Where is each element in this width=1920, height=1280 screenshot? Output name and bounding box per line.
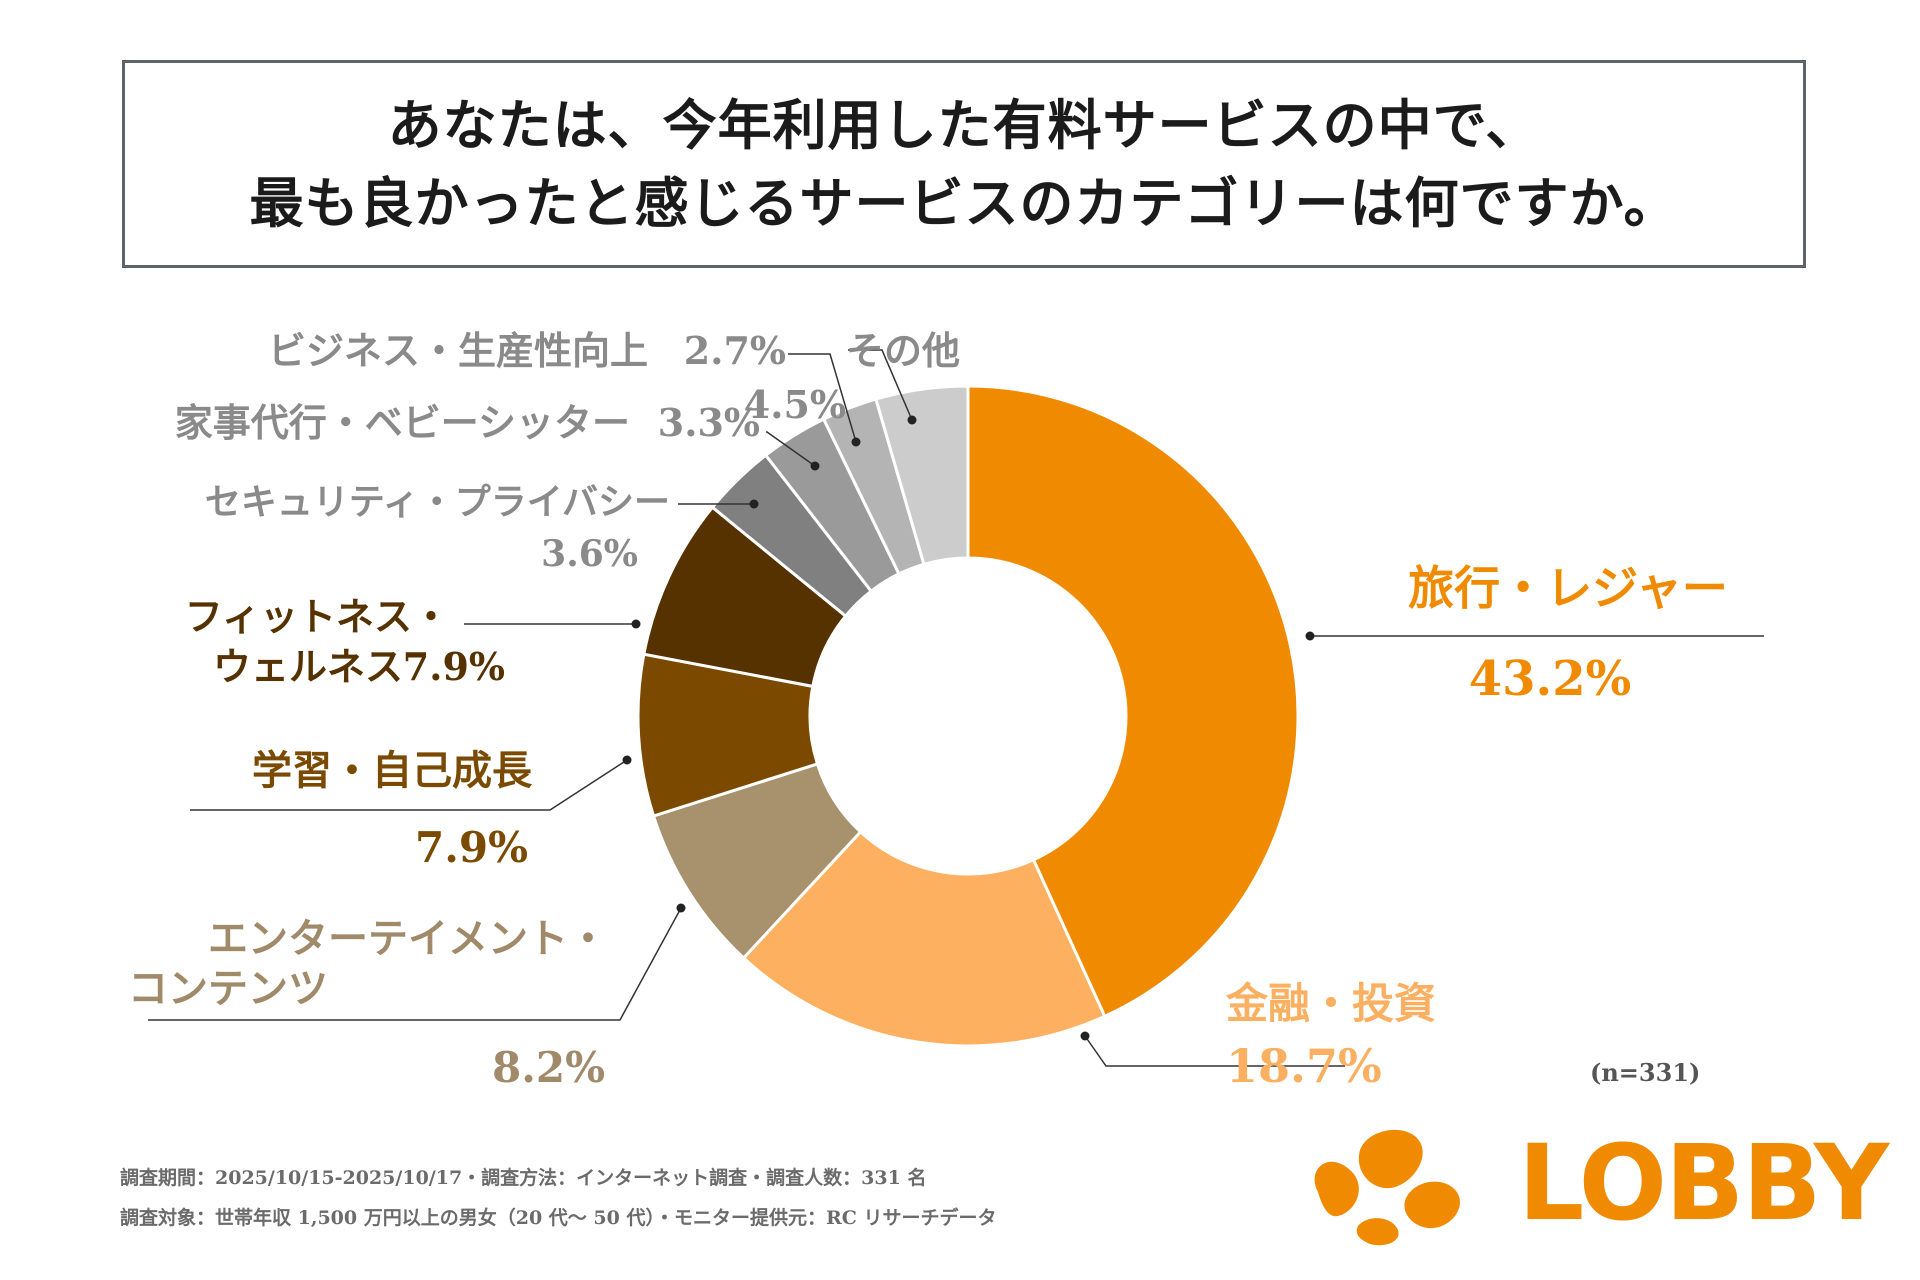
slice-8 (874, 384, 970, 567)
slice-value-7: 2.7% (684, 328, 786, 373)
slice-value-5: 3.6% (541, 533, 638, 575)
title-line-1: あなたは、今年利用した有料サービスの中で、 (387, 93, 1541, 157)
slice-value-2: 8.2% (492, 1043, 605, 1092)
leader-dot-3 (622, 755, 632, 765)
lobby-logo-mark-icon (1314, 1129, 1460, 1246)
footer-survey-target: 調査対象：世帯年収 1,500 万円以上の男女（20 代〜 50 代）・モニター… (120, 1207, 997, 1229)
slice-value-3: 7.9% (415, 823, 528, 872)
slice-label-0-line-0: 旅行・レジャー (1408, 561, 1728, 615)
slice-value-8: 4.5% (744, 382, 846, 427)
leader-dot-5 (749, 499, 759, 509)
leader-line-3 (190, 759, 628, 811)
slice-labels: 旅行・レジャー 43.2% 金融・投資 18.7% エンターテイメント・コンテンツ 8.2… (128, 328, 1764, 1093)
slice-0 (966, 384, 1300, 1019)
donut-slices (636, 384, 1300, 1048)
sample-size-note: (n=331) (1590, 1058, 1701, 1087)
slice-label-6-line-0: 家事代行・ベビーシッター (175, 400, 630, 445)
leader-dot-6 (810, 461, 820, 471)
title-line-2: 最も良かったと感じるサービスのカテゴリーは何ですか。 (249, 171, 1679, 235)
slice-value-0: 43.2% (1469, 651, 1632, 707)
leader-dot-0 (1305, 631, 1315, 641)
leader-line-8 (848, 349, 913, 421)
slice-label-4-line-1: ウェルネス (213, 644, 403, 689)
leader-dot-4 (631, 619, 641, 629)
slice-label-2-line-1: コンテンツ (128, 965, 328, 1012)
slice-label-1-line-0: 金融・投資 (1225, 979, 1436, 1028)
leader-line-2 (148, 907, 682, 1021)
slice-label-4-line-0: フィットネス・ (185, 594, 450, 639)
leader-dot-7 (851, 437, 861, 447)
leader-dot-2 (676, 903, 686, 913)
lobby-logo[interactable]: LOBBY (1298, 1120, 1889, 1250)
footer-survey-period: 調査期間：2025/10/15-2025/10/17・調査方法：インターネット調… (120, 1167, 927, 1189)
slice-label-2-line-0: エンターテイメント・ (208, 915, 608, 962)
slice-label-3-line-0: 学習・自己成長 (252, 747, 533, 794)
title-box: あなたは、今年利用した有料サービスの中で、 最も良かったと感じるサービスのカテゴ… (122, 60, 1806, 268)
leader-dot-1 (1080, 1031, 1090, 1041)
slice-value-1: 18.7% (1226, 1039, 1382, 1093)
lobby-logo-text: LOBBY (1518, 1122, 1889, 1244)
slice-label-8-line-0: その他 (846, 328, 960, 373)
slice-label-5-line-0: セキュリティ・プライバシー (205, 481, 670, 523)
slice-value-4: 7.9% (403, 644, 505, 689)
leader-line-6 (766, 431, 816, 467)
leader-line-1 (1084, 1035, 1345, 1067)
slice-value-6: 3.3% (658, 400, 760, 445)
leader-dot-8 (907, 415, 917, 425)
slice-1 (741, 829, 1107, 1048)
leader-line-7 (788, 353, 857, 443)
slice-label-7-line-0: ビジネス・生産性向上 (268, 328, 648, 373)
